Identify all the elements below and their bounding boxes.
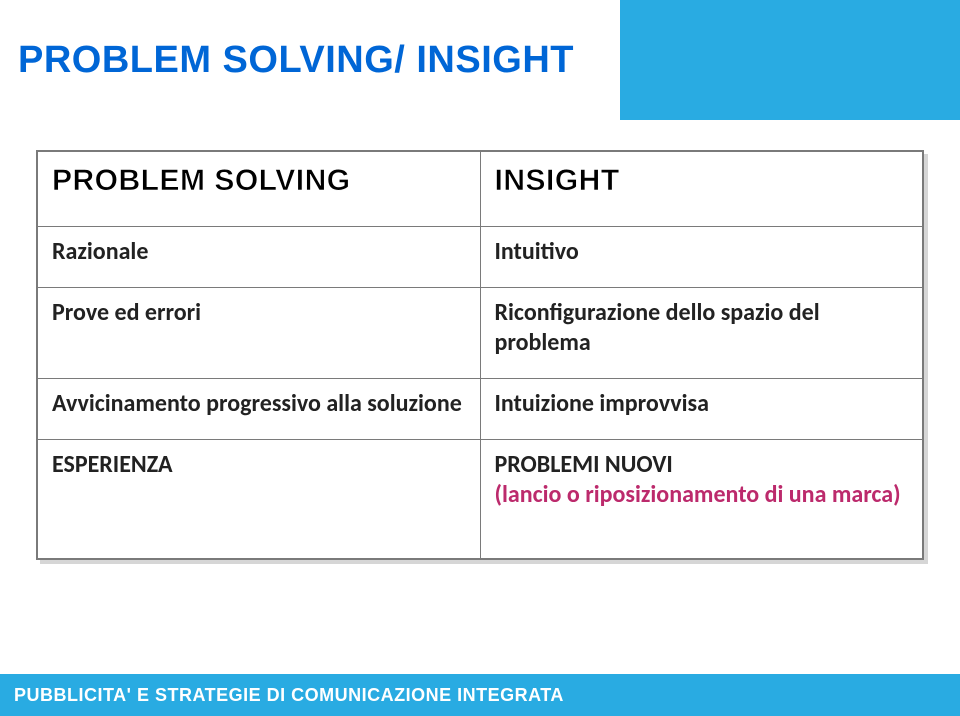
cell-text: Riconfigurazione dello spazio del proble… bbox=[495, 298, 820, 357]
cell-intuitivo: Intuitivo bbox=[480, 226, 923, 287]
col-header-problem-solving: PROBLEM SOLVING bbox=[52, 164, 351, 197]
cell-text: Razionale bbox=[52, 237, 148, 266]
table-row: Prove ed errori Riconfigurazione dello s… bbox=[38, 287, 923, 378]
cell-avvicinamento: Avvicinamento progressivo alla soluzione bbox=[38, 378, 481, 439]
cell-intuizione-improvvisa: Intuizione improvvisa bbox=[480, 378, 923, 439]
footer-text: PUBBLICITA' E STRATEGIE DI COMUNICAZIONE… bbox=[14, 685, 564, 706]
page-title: PROBLEM SOLVING/ INSIGHT bbox=[18, 39, 574, 82]
page-root: PROBLEM SOLVING/ INSIGHT PROBLEM SOLVING… bbox=[0, 0, 960, 716]
table-row: Avvicinamento progressivo alla soluzione… bbox=[38, 378, 923, 439]
cell-text-secondary: (lancio o riposizionamento di una marca) bbox=[495, 480, 909, 510]
cell-razionale: Razionale bbox=[38, 226, 481, 287]
table-row: ESPERIENZA PROBLEMI NUOVI (lancio o ripo… bbox=[38, 439, 923, 558]
comparison-table: PROBLEM SOLVING INSIGHT Razionale bbox=[37, 151, 923, 559]
cell-riconfigurazione: Riconfigurazione dello spazio del proble… bbox=[480, 287, 923, 378]
table-header-right: INSIGHT bbox=[480, 152, 923, 227]
table-row: Razionale Intuitivo bbox=[38, 226, 923, 287]
comparison-table-wrap: PROBLEM SOLVING INSIGHT Razionale bbox=[36, 150, 924, 560]
table-header-row: PROBLEM SOLVING INSIGHT bbox=[38, 152, 923, 227]
col-header-insight: INSIGHT bbox=[495, 164, 620, 197]
footer-band: PUBBLICITA' E STRATEGIE DI COMUNICAZIONE… bbox=[0, 674, 960, 716]
title-box: PROBLEM SOLVING/ INSIGHT bbox=[0, 0, 620, 120]
cell-text: Intuizione improvvisa bbox=[495, 389, 709, 418]
cell-prove-errori: Prove ed errori bbox=[38, 287, 481, 378]
cell-problemi-nuovi: PROBLEMI NUOVI (lancio o riposizionament… bbox=[480, 439, 923, 558]
cell-text: Intuitivo bbox=[495, 237, 579, 266]
cell-text: Avvicinamento progressivo alla soluzione bbox=[52, 389, 462, 418]
table-outer: PROBLEM SOLVING INSIGHT Razionale bbox=[36, 150, 924, 560]
cell-esperienza: ESPERIENZA bbox=[38, 439, 481, 558]
cell-text: ESPERIENZA bbox=[52, 450, 173, 479]
table-header-left: PROBLEM SOLVING bbox=[38, 152, 481, 227]
cell-text: Prove ed errori bbox=[52, 298, 201, 327]
cell-text-primary: PROBLEMI NUOVI bbox=[495, 450, 909, 480]
